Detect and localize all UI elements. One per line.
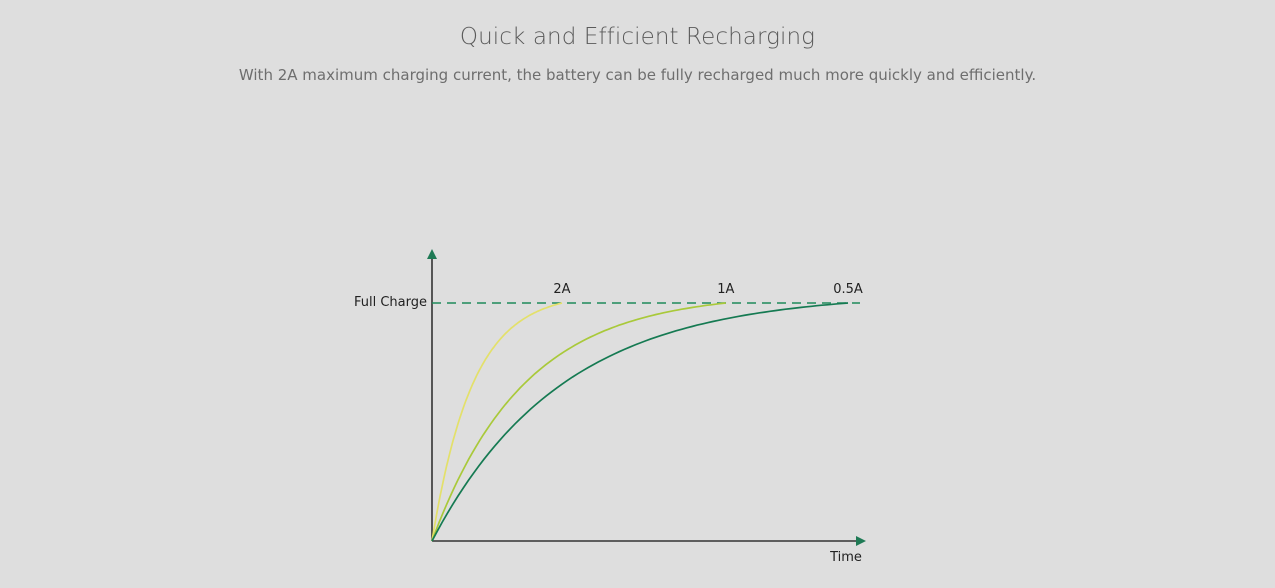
series-label-1a: 1A <box>717 282 734 297</box>
series-line-1a <box>431 302 726 542</box>
page-title: Quick and Efficient Recharging <box>459 24 816 50</box>
y-axis-arrow <box>427 249 437 259</box>
series-line-0-5a <box>431 302 849 542</box>
x-axis-label: Time <box>829 550 862 565</box>
series-line-2a <box>431 302 563 542</box>
x-axis-arrow <box>856 536 866 546</box>
page-subtitle: With 2A maximum charging current, the ba… <box>238 66 1037 84</box>
series-label-2a: 2A <box>553 282 570 297</box>
chart-axes <box>427 249 866 546</box>
series-group: 2A 1A 0.5A <box>431 282 863 542</box>
series-label-0-5a: 0.5A <box>833 282 863 297</box>
full-charge-label: Full Charge <box>354 295 427 310</box>
